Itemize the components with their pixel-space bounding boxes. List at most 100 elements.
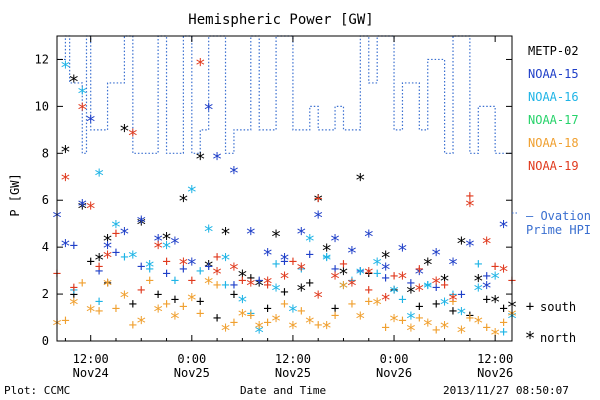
data-point-noaa-15-north: * <box>397 241 408 262</box>
y-tick-label: 4 <box>42 240 49 254</box>
legend-ovation-line1: — Ovation <box>526 209 591 223</box>
data-point-noaa-18-south: + <box>314 318 322 334</box>
x-tick-label-date: Nov25 <box>174 366 210 380</box>
x-tick-label-time: 0:00 <box>380 352 409 366</box>
data-point-noaa-15-north: * <box>229 163 240 184</box>
data-point-noaa-19-north: * <box>414 280 425 301</box>
data-point-noaa-15-north: * <box>203 100 214 121</box>
data-point-noaa-19-north: * <box>195 55 206 76</box>
data-point-noaa-18-south: + <box>179 299 187 315</box>
legend-south-label: south <box>540 300 576 314</box>
data-point-noaa-18-north: * <box>136 313 147 334</box>
data-point-noaa-15-south: + <box>457 287 465 303</box>
data-point-noaa-19-north: * <box>212 264 223 285</box>
data-point-noaa-19-south: + <box>162 254 170 270</box>
data-point-noaa-19-south: + <box>415 261 423 277</box>
data-point-noaa-18-south: + <box>331 308 339 324</box>
data-point-noaa-15-north: * <box>346 243 357 264</box>
data-point-noaa-19-south: + <box>440 278 448 294</box>
legend-item-noaa-18: NOAA-18 <box>528 136 579 150</box>
data-point-noaa-19-north: * <box>448 290 459 311</box>
data-point-noaa-18-south: + <box>280 296 288 312</box>
x-tick-label-date: Nov25 <box>275 366 311 380</box>
data-point-noaa-18-south: + <box>415 311 423 327</box>
data-point-noaa-16-north: * <box>186 182 197 203</box>
data-point-noaa-15-north: * <box>448 255 459 276</box>
data-point-noaa-19-south: + <box>188 273 196 289</box>
legend-item-metp-02: METP-02 <box>528 44 579 58</box>
data-point-noaa-16-north: * <box>60 58 71 79</box>
data-point-noaa-19-north: * <box>346 276 357 297</box>
y-tick-label: 0 <box>42 334 49 348</box>
y-tick-label: 10 <box>35 99 49 113</box>
legend-item-noaa-15: NOAA-15 <box>528 67 579 81</box>
data-point-metp-02-north: * <box>355 170 366 191</box>
data-point-noaa-19-south: + <box>491 259 499 275</box>
data-point-noaa-16-north: * <box>127 248 138 269</box>
legend: METP-02 NOAA-15 NOAA-16 NOAA-17 NOAA-18 NOAA-… <box>512 44 591 349</box>
data-point-noaa-19-north: * <box>296 259 307 280</box>
y-tick-label: 12 <box>35 52 49 66</box>
data-point-noaa-18-south: + <box>398 313 406 329</box>
data-point-noaa-19-south: + <box>339 257 347 273</box>
y-tick-label: 8 <box>42 146 49 160</box>
data-point-noaa-16-north: * <box>94 165 105 186</box>
legend-north-symbol: * <box>525 328 536 349</box>
footer-plot-credit: Plot: CCMC <box>4 384 70 397</box>
data-point-noaa-18-south: + <box>61 313 69 329</box>
x-tick-label-time: 12:00 <box>477 352 513 366</box>
data-point-noaa-15-north: * <box>245 224 256 245</box>
data-point-noaa-18-north: * <box>355 309 366 330</box>
data-point-noaa-19-north: * <box>102 248 113 269</box>
legend-south-symbol: + <box>526 299 534 315</box>
data-point-noaa-18-south: + <box>381 320 389 336</box>
data-point-noaa-16-south: + <box>398 292 406 308</box>
data-point-noaa-18-south: + <box>297 304 305 320</box>
data-point-noaa-19-north: * <box>127 126 138 147</box>
scatter-points: ************* ************** *+++++ + ++++++… <box>52 55 518 346</box>
data-point-noaa-19-north: * <box>380 290 391 311</box>
data-point-noaa-18-north: * <box>439 318 450 339</box>
data-point-noaa-19-south: + <box>137 282 145 298</box>
data-point-noaa-15-north: * <box>498 217 509 238</box>
data-point-noaa-16-north: * <box>203 222 214 243</box>
data-point-noaa-19-south: + <box>112 226 120 242</box>
data-point-noaa-19-north: * <box>60 170 71 191</box>
data-point-noaa-19-north: * <box>481 233 492 254</box>
data-point-metp-02-south: + <box>86 254 94 270</box>
data-point-noaa-19-south: + <box>238 273 246 289</box>
x-tick-label-date: Nov26 <box>376 366 412 380</box>
x-tick-label-date: Nov24 <box>73 366 109 380</box>
data-point-noaa-18-south: + <box>432 322 440 338</box>
data-point-noaa-19-north: * <box>397 269 408 290</box>
y-tick-label: 6 <box>42 193 49 207</box>
data-point-noaa-16-north: * <box>473 280 484 301</box>
data-point-noaa-18-south: + <box>145 273 153 289</box>
data-point-noaa-18-south: + <box>466 311 474 327</box>
data-point-noaa-15-north: * <box>363 226 374 247</box>
data-point-metp-02-north: * <box>220 224 231 245</box>
data-point-noaa-19-south: + <box>289 254 297 270</box>
data-point-noaa-16-south: + <box>474 257 482 273</box>
data-point-noaa-18-south: + <box>230 315 238 331</box>
x-tick-label-time: 12:00 <box>275 352 311 366</box>
data-point-noaa-18-south: + <box>162 296 170 312</box>
data-point-noaa-18-north: * <box>68 294 79 315</box>
data-point-noaa-19-south: + <box>314 191 322 207</box>
data-point-noaa-18-south: + <box>129 318 137 334</box>
data-point-noaa-18-south: + <box>247 308 255 324</box>
data-point-noaa-19-north: * <box>279 269 290 290</box>
data-point-noaa-15-north: * <box>464 236 475 257</box>
x-tick-label-date: Nov26 <box>477 366 513 380</box>
data-point-noaa-19-south: + <box>263 278 271 294</box>
y-axis-label: P [GW] <box>8 173 22 216</box>
data-point-noaa-18-south: + <box>95 304 103 320</box>
data-point-noaa-18-south: + <box>483 320 491 336</box>
data-point-noaa-18-south: + <box>499 315 507 331</box>
data-point-noaa-18-south: + <box>263 315 271 331</box>
legend-item-noaa-19: NOAA-19 <box>528 159 579 173</box>
data-point-noaa-18-north: * <box>271 311 282 332</box>
data-point-metp-02-south: + <box>171 292 179 308</box>
data-point-noaa-18-north: * <box>119 287 130 308</box>
